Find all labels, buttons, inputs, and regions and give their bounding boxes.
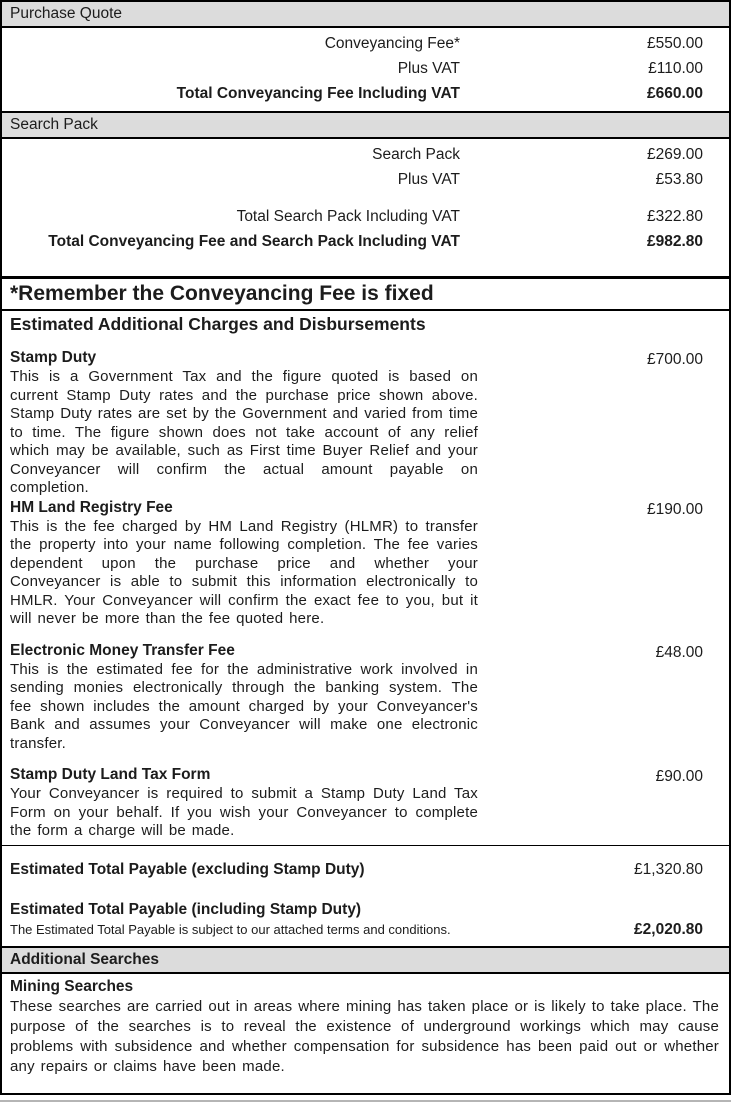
charge-amount: £48.00 — [655, 643, 703, 661]
totals-section: Estimated Total Payable (excluding Stamp… — [2, 846, 729, 948]
charge-item-sdlt-form: Stamp Duty Land Tax Form Your Conveyance… — [10, 765, 703, 841]
fee-label: Conveyancing Fee* — [324, 35, 460, 52]
search-item-title: Mining Searches — [10, 977, 134, 995]
fee-value: £550.00 — [646, 35, 703, 52]
fee-row-grand-total: Total Conveyancing Fee and Search Pack I… — [2, 229, 729, 254]
section-header-additional-searches: Additional Searches — [2, 947, 729, 974]
total-label: Estimated Total Payable (excluding Stamp… — [10, 860, 365, 878]
total-value: £1,320.80 — [634, 860, 703, 878]
fee-row-total-conveyancing: Total Conveyancing Fee Including VAT £66… — [2, 81, 729, 106]
total-row-including: Estimated Total Payable (including Stamp… — [10, 900, 703, 920]
charge-title: HM Land Registry Fee — [10, 498, 173, 516]
charge-description: This is a Government Tax and the figure … — [10, 368, 478, 496]
fee-value: £269.00 — [646, 146, 703, 163]
fee-value: £322.80 — [646, 208, 703, 225]
fee-label: Plus VAT — [397, 171, 460, 188]
section-header-label: Additional Searches — [10, 950, 160, 968]
charge-description: This is the estimated fee for the admini… — [10, 660, 478, 752]
charge-item-hm-land-registry: HM Land Registry Fee This is the fee cha… — [10, 498, 703, 629]
additional-charges-heading: Estimated Additional Charges and Disburs… — [10, 314, 426, 334]
fee-row-search-pack: Search Pack £269.00 — [2, 142, 729, 167]
fee-row-conveyancing-fee: Conveyancing Fee* £550.00 — [2, 31, 729, 56]
charge-title: Stamp Duty — [10, 349, 97, 366]
fee-label: Search Pack — [372, 146, 460, 163]
purchase-quote-rows: Conveyancing Fee* £550.00 Plus VAT £110.… — [2, 28, 729, 111]
search-pack-rows: Search Pack £269.00 Plus VAT £53.80 Tota… — [2, 139, 729, 276]
charge-title: Stamp Duty Land Tax Form — [10, 766, 211, 783]
charge-item-stamp-duty: Stamp Duty This is a Government Tax and … — [10, 348, 703, 498]
fee-label: Total Search Pack Including VAT — [236, 208, 460, 225]
charge-amount: £190.00 — [646, 500, 703, 518]
section-header-label: Purchase Quote — [10, 5, 123, 22]
charge-item-electronic-transfer: Electronic Money Transfer Fee This is th… — [10, 641, 703, 754]
fee-value: £660.00 — [646, 85, 703, 102]
terms-note: The Estimated Total Payable is subject t… — [10, 921, 451, 937]
total-label: Estimated Total Payable (including Stamp… — [10, 900, 362, 918]
total-row-excluding: Estimated Total Payable (excluding Stamp… — [10, 860, 703, 880]
fee-label: Total Conveyancing Fee Including VAT — [176, 85, 460, 102]
fee-row-plus-vat: Plus VAT £53.80 — [2, 167, 729, 192]
additional-charges-body: Stamp Duty This is a Government Tax and … — [2, 348, 729, 841]
fee-value: £53.80 — [655, 171, 703, 188]
fee-row-plus-vat: Plus VAT £110.00 — [2, 56, 729, 81]
mining-searches-item: Mining Searches These searches are carri… — [2, 974, 729, 1081]
total-value: £2,020.80 — [634, 920, 703, 938]
section-divider — [2, 844, 729, 846]
section-header-label: Search Pack — [10, 116, 98, 133]
total-row-terms-note: The Estimated Total Payable is subject t… — [10, 920, 703, 940]
charge-amount: £90.00 — [655, 768, 703, 785]
fee-label: Total Conveyancing Fee and Search Pack I… — [48, 233, 460, 250]
charge-amount: £700.00 — [646, 351, 703, 368]
fee-value: £982.80 — [646, 233, 703, 250]
section-header-purchase-quote: Purchase Quote — [2, 2, 729, 28]
charge-description: This is the fee charged by HM Land Regis… — [10, 517, 478, 628]
fee-value: £110.00 — [648, 60, 703, 77]
search-item-description: These searches are carried out in areas … — [10, 997, 719, 1075]
remember-note: *Remember the Conveyancing Fee is fixed — [2, 276, 729, 311]
charge-title: Electronic Money Transfer Fee — [10, 641, 235, 659]
charge-description: Your Conveyancer is required to submit a… — [10, 785, 478, 839]
fee-label: Plus VAT — [397, 60, 460, 77]
fee-row-total-search-pack: Total Search Pack Including VAT £322.80 — [2, 204, 729, 229]
section-header-search-pack: Search Pack — [2, 111, 729, 139]
page-cutoff-artifact — [0, 1095, 731, 1102]
